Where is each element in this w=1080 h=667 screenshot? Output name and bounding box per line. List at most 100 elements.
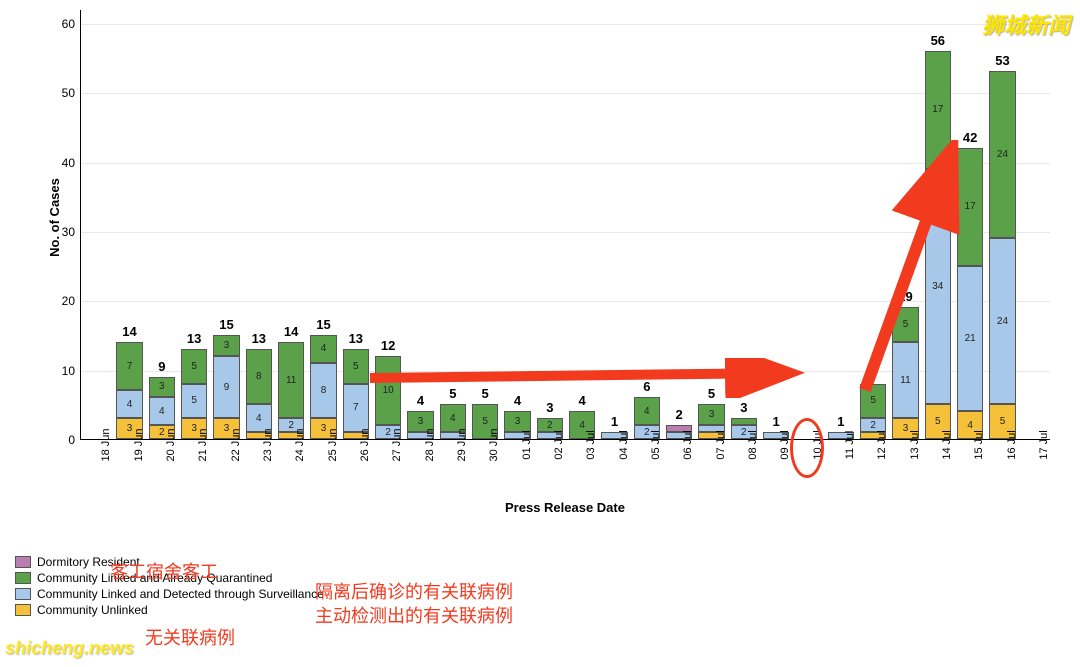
bar-total-label: 3 bbox=[537, 400, 564, 415]
x-tick: 18 Jun bbox=[100, 428, 112, 461]
bar-segment-quarantined: 24 bbox=[989, 71, 1016, 237]
bar-segment-surveillance: 9 bbox=[213, 356, 240, 418]
y-tick: 50 bbox=[62, 86, 75, 100]
x-tick: 05 Jul bbox=[650, 430, 662, 459]
bar-segment-quarantined: 8 bbox=[246, 349, 273, 404]
annot-dormitory-cn: 客工宿舍客工 bbox=[110, 558, 218, 584]
bar-segment-quarantined: 10 bbox=[375, 356, 402, 425]
bar-total-label: 14 bbox=[278, 324, 305, 339]
watermark-top: 狮城新闻 bbox=[982, 8, 1070, 40]
bar-total-label: 5 bbox=[698, 386, 725, 401]
bar-total-label: 13 bbox=[246, 331, 273, 346]
x-tick: 15 Jul bbox=[973, 430, 985, 459]
bar-total-label: 56 bbox=[925, 33, 952, 48]
bar-total-label: 13 bbox=[343, 331, 370, 346]
bar-segment-quarantined: 4 bbox=[634, 397, 661, 425]
bar-total-label: 42 bbox=[957, 130, 984, 145]
bar-segment-quarantined: 5 bbox=[892, 307, 919, 342]
x-tick: 23 Jun bbox=[262, 428, 274, 461]
bar-total-label: 53 bbox=[989, 53, 1016, 68]
x-tick: 09 Jul bbox=[779, 430, 791, 459]
x-tick: 20 Jun bbox=[165, 428, 177, 461]
bar-total-label: 4 bbox=[569, 393, 596, 408]
x-tick: 16 Jul bbox=[1006, 430, 1018, 459]
bar-total-label: 5 bbox=[440, 386, 467, 401]
bar-total-label: 12 bbox=[375, 338, 402, 353]
x-tick: 08 Jul bbox=[747, 430, 759, 459]
bar-total-label: 1 bbox=[828, 414, 855, 429]
bar-segment-quarantined: 3 bbox=[698, 404, 725, 425]
x-tick: 27 Jun bbox=[391, 428, 403, 461]
y-tick: 30 bbox=[62, 225, 75, 239]
y-tick: 60 bbox=[62, 17, 75, 31]
x-tick: 25 Jun bbox=[327, 428, 339, 461]
annot-surveillance-cn: 主动检测出的有关联病例 bbox=[315, 602, 513, 628]
bar-total-label: 19 bbox=[892, 289, 919, 304]
bar-segment-quarantined: 5 bbox=[181, 349, 208, 384]
bar-total-label: 15 bbox=[213, 317, 240, 332]
bar-segment-surveillance: 4 bbox=[116, 390, 143, 418]
legend-swatch bbox=[15, 604, 31, 616]
bar-segment-quarantined: 3 bbox=[213, 335, 240, 356]
x-tick: 14 Jul bbox=[941, 430, 953, 459]
bar-total-label: 8 bbox=[860, 366, 887, 381]
x-tick: 06 Jul bbox=[682, 430, 694, 459]
x-tick: 24 Jun bbox=[294, 428, 306, 461]
y-axis: No. of Cases 0102030405060 bbox=[40, 10, 80, 440]
legend-item-unlinked: Community Unlinked bbox=[15, 603, 324, 617]
x-tick: 01 Jul bbox=[521, 430, 533, 459]
bar-total-label: 5 bbox=[472, 386, 499, 401]
x-tick: 29 Jun bbox=[456, 428, 468, 461]
bar-total-label: 15 bbox=[310, 317, 337, 332]
bar-total-label: 13 bbox=[181, 331, 208, 346]
y-tick: 0 bbox=[68, 433, 75, 447]
legend-label: Community Linked and Detected through Su… bbox=[37, 587, 324, 601]
y-tick: 40 bbox=[62, 156, 75, 170]
bar-total-label: 4 bbox=[504, 393, 531, 408]
legend-swatch bbox=[15, 588, 31, 600]
bar-total-label: 6 bbox=[634, 379, 661, 394]
bar-segment-quarantined: 5 bbox=[860, 384, 887, 419]
bar-segment-surveillance: 4 bbox=[149, 397, 176, 425]
bar-total-label: 4 bbox=[407, 393, 434, 408]
x-tick: 30 Jun bbox=[488, 428, 500, 461]
bar-segment-quarantined: 3 bbox=[504, 411, 531, 432]
bar-segment-quarantined: 5 bbox=[343, 349, 370, 384]
bar-segment-quarantined: 4 bbox=[310, 335, 337, 363]
bars-area: 3471424393551339315481321114384157513210… bbox=[81, 10, 1050, 439]
x-tick: 12 Jul bbox=[876, 430, 888, 459]
x-tick: 04 Jul bbox=[618, 430, 630, 459]
x-tick: 03 Jul bbox=[585, 430, 597, 459]
bar-segment-quarantined: 7 bbox=[116, 342, 143, 391]
legend-swatch bbox=[15, 556, 31, 568]
plot-area: 3471424393551339315481321114384157513210… bbox=[80, 10, 1050, 440]
bar-total-label: 2 bbox=[666, 407, 693, 422]
x-tick: 07 Jul bbox=[715, 430, 727, 459]
x-tick: 26 Jun bbox=[359, 428, 371, 461]
x-axis-label: Press Release Date bbox=[80, 500, 1050, 515]
legend-item-surveillance: Community Linked and Detected through Su… bbox=[15, 587, 324, 601]
bar-segment-quarantined bbox=[731, 418, 758, 425]
bar-total-label: 14 bbox=[116, 324, 143, 339]
annot-quarantined-cn: 隔离后确诊的有关联病例 bbox=[315, 578, 513, 604]
bar-segment-surveillance: 7 bbox=[343, 384, 370, 433]
legend-swatch bbox=[15, 572, 31, 584]
x-tick: 28 Jun bbox=[424, 428, 436, 461]
x-tick: 19 Jun bbox=[133, 428, 145, 461]
x-tick: 21 Jun bbox=[197, 428, 209, 461]
legend-label: Community Unlinked bbox=[37, 603, 148, 617]
bar-total-label: 1 bbox=[763, 414, 790, 429]
x-tick: 10 Jul bbox=[812, 430, 824, 459]
chart-container: No. of Cases 0102030405060 3471424393551… bbox=[40, 10, 1060, 510]
bar-total-label: 1 bbox=[601, 414, 628, 429]
bar-segment-surveillance: 5 bbox=[181, 384, 208, 419]
bar-segment-surveillance: 21 bbox=[957, 266, 984, 412]
watermark-bottom: shicheng.news bbox=[5, 638, 134, 659]
y-tick: 10 bbox=[62, 364, 75, 378]
bar-total-label: 9 bbox=[149, 359, 176, 374]
y-tick: 20 bbox=[62, 294, 75, 308]
x-tick: 17 Jul bbox=[1038, 430, 1050, 459]
x-tick: 22 Jun bbox=[230, 428, 242, 461]
bar-total-label: 3 bbox=[731, 400, 758, 415]
bar-segment-quarantined: 17 bbox=[957, 148, 984, 266]
